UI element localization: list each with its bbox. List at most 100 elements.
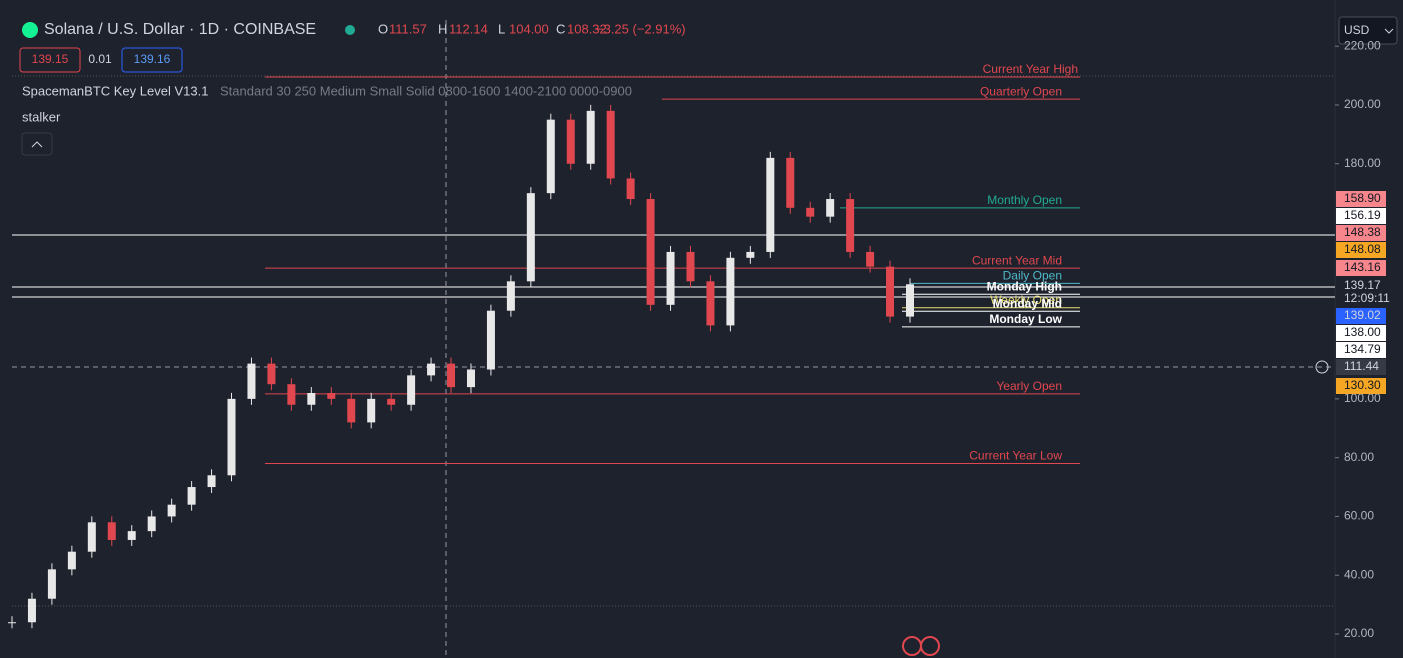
price-tag-label: 139.17 — [1344, 278, 1381, 292]
candle — [566, 119, 575, 164]
ohlc-key: H — [438, 21, 447, 36]
candle — [227, 398, 236, 476]
key-level-label: Monday High — [987, 279, 1062, 293]
candle — [107, 522, 116, 540]
key-level-label: Current Year High — [983, 62, 1078, 76]
price-tag — [1336, 291, 1386, 307]
candle — [207, 475, 216, 488]
sell-button[interactable] — [19, 47, 81, 73]
price-tag-label: 111.44 — [1344, 359, 1379, 373]
currency-select[interactable] — [1338, 16, 1398, 45]
candle — [726, 257, 735, 326]
candle — [447, 363, 456, 388]
candle — [8, 622, 16, 624]
candle — [407, 375, 416, 405]
candle — [486, 310, 495, 370]
y-tick-label: 220.00 — [1344, 38, 1381, 52]
candle — [866, 251, 875, 267]
y-tick-label: 60.00 — [1344, 509, 1374, 523]
candle — [666, 251, 675, 305]
candle — [187, 487, 196, 505]
candle — [367, 398, 376, 423]
price-tag-label: 156.19 — [1344, 208, 1381, 222]
y-tick-label: 200.00 — [1344, 97, 1381, 111]
key-level-label: Current Year Low — [969, 449, 1062, 463]
key-level-label: Current Year Mid — [972, 253, 1062, 267]
dropdown-arrow — [1384, 28, 1394, 34]
ohlc-value: 104.00 — [509, 21, 549, 36]
y-tick-label: 80.00 — [1344, 450, 1374, 464]
candle — [147, 516, 156, 532]
ohlc-key: C — [556, 21, 565, 36]
candle — [47, 569, 56, 599]
symbol-title: Solana / U.S. Dollar · 1D · COINBASE — [44, 21, 316, 38]
price-tag — [1336, 260, 1386, 276]
candle — [626, 178, 635, 200]
candle — [586, 110, 595, 164]
candle — [27, 598, 36, 623]
ohlc-value: 112.14 — [449, 21, 488, 36]
key-level-label: Monday Low — [989, 312, 1062, 326]
price-tag-label: 148.38 — [1344, 225, 1381, 239]
ohlc-key: O — [378, 21, 388, 36]
candle — [506, 281, 515, 311]
candle — [167, 504, 176, 517]
indicator-name: stalker — [22, 109, 61, 124]
key-level-label: Weekly Open — [990, 293, 1062, 307]
key-level-label: Monthly Open — [987, 193, 1062, 207]
candle — [347, 398, 356, 423]
price-tag-label: 139.02 — [1344, 308, 1381, 322]
price-tag — [1336, 325, 1386, 341]
price-tag-label: 130.30 — [1344, 378, 1381, 392]
price-tag — [1336, 278, 1386, 294]
price-tag-label: 143.16 — [1344, 260, 1381, 274]
buy-price[interactable]: 139.16 — [134, 52, 171, 66]
event-icon[interactable] — [902, 636, 922, 656]
candle — [806, 207, 815, 217]
chevron — [31, 141, 43, 148]
candle — [87, 522, 96, 552]
candle — [606, 110, 615, 179]
price-tag — [1336, 242, 1386, 258]
price-tag-label: 12:09:11 — [1344, 291, 1390, 305]
price-tag-label: 138.00 — [1344, 325, 1381, 339]
buy-button[interactable] — [121, 47, 183, 73]
price-tag — [1336, 191, 1386, 207]
candle — [766, 157, 775, 252]
key-level-label: Monday Mid — [993, 296, 1062, 310]
candle — [826, 199, 835, 217]
candle — [267, 363, 276, 385]
candle — [746, 251, 755, 258]
candle — [546, 119, 555, 194]
add-button[interactable] — [1315, 360, 1329, 374]
candle — [526, 193, 535, 282]
y-tick-label: 100.00 — [1344, 391, 1381, 405]
candle — [646, 199, 655, 305]
price-tag — [1336, 225, 1386, 241]
currency[interactable]: USD — [1344, 23, 1370, 37]
y-tick-label: 40.00 — [1344, 567, 1374, 581]
price-tag-label: 148.08 — [1344, 242, 1381, 256]
candle — [427, 363, 436, 376]
change: −3.25 (−2.91%) — [596, 21, 686, 36]
price-tag — [1336, 342, 1386, 358]
price-tag — [1336, 308, 1386, 324]
status — [345, 25, 355, 35]
candle — [127, 531, 136, 540]
key-level-label: Yearly Open — [996, 379, 1062, 393]
price-tag — [1336, 378, 1386, 394]
y-tick-label: 180.00 — [1344, 156, 1381, 170]
event-icon[interactable] — [920, 636, 940, 656]
sell-price[interactable]: 139.15 — [32, 52, 69, 66]
candle — [387, 398, 396, 405]
indicator-name: SpacemanBTC Key Level V13.1 — [22, 83, 208, 98]
candle — [466, 369, 475, 388]
candle — [846, 199, 855, 252]
candle — [706, 281, 715, 326]
candle — [67, 551, 76, 570]
collapse-button[interactable] — [21, 132, 53, 156]
candle — [287, 384, 296, 405]
candle — [327, 393, 336, 399]
